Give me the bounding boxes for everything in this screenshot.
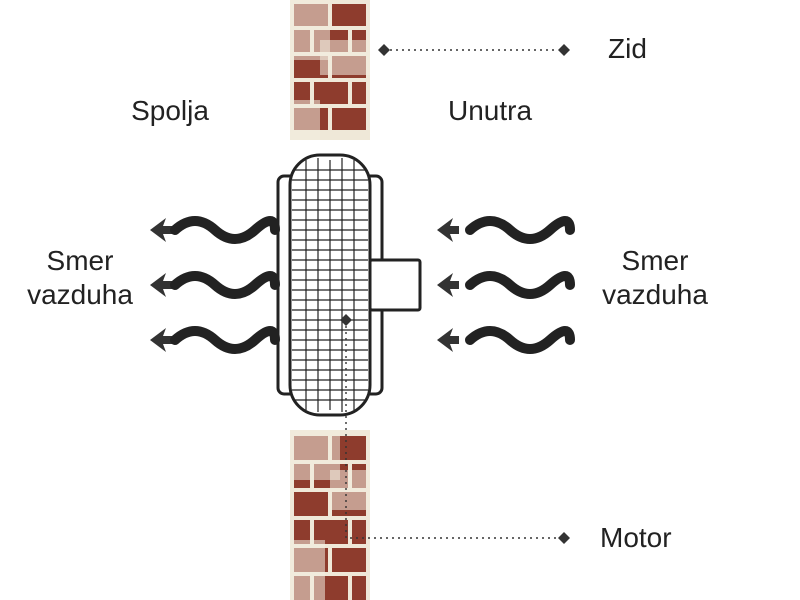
air-right-label-2: vazduha — [602, 279, 708, 310]
wall-bottom — [290, 430, 370, 600]
air-left-label-2: vazduha — [27, 279, 133, 310]
arrow-left-icon — [150, 218, 172, 242]
inside-label: Unutra — [448, 95, 532, 126]
air-right-label-1: Smer — [622, 245, 689, 276]
air-left-label-1: Smer — [47, 245, 114, 276]
wall-top — [290, 0, 370, 140]
arrow-left-icon — [150, 328, 172, 352]
motor-box — [370, 260, 420, 310]
ventilation-diagram: Spolja Unutra Zid Motor Smer vazduha Sme… — [0, 0, 800, 600]
arrow-left-icon — [150, 273, 172, 297]
arrow-left-icon — [437, 273, 459, 297]
fan-unit — [278, 155, 420, 415]
airflow-left — [150, 218, 275, 352]
arrow-left-icon — [437, 218, 459, 242]
callout-wall — [378, 44, 570, 56]
motor-label: Motor — [600, 522, 672, 553]
airflow-right — [437, 218, 570, 352]
outside-label: Spolja — [131, 95, 209, 126]
arrow-left-icon — [437, 328, 459, 352]
wall-label: Zid — [608, 33, 647, 64]
